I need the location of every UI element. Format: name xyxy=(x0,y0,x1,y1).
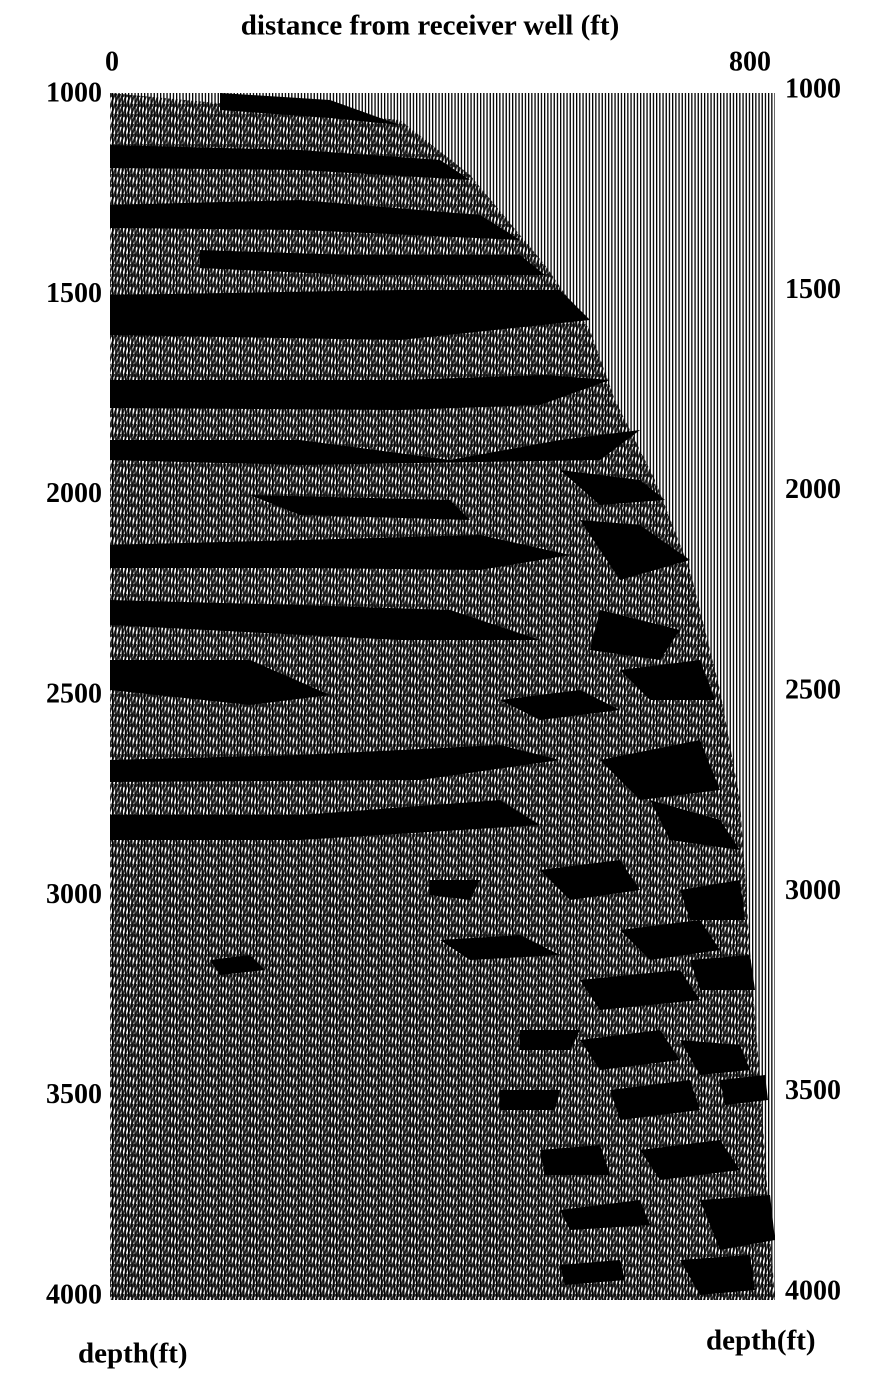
y-tick-label-right: 1000 xyxy=(785,73,841,104)
y-tick-label-left: 1500 xyxy=(46,278,102,309)
y-tick-label-left: 1000 xyxy=(46,77,102,108)
left-axis-label: depth(ft) xyxy=(78,1338,188,1370)
figure: distance from receiver well (ft) xyxy=(0,0,882,1374)
y-tick-label-left: 3500 xyxy=(46,1079,102,1110)
y-tick-label-right: 2000 xyxy=(785,474,841,505)
y-tick-label-left: 3000 xyxy=(46,879,102,910)
x-tick-label: 0 xyxy=(105,46,119,77)
y-tick-label-right: 4000 xyxy=(785,1275,841,1306)
y-tick-label-right: 3000 xyxy=(785,875,841,906)
seismic-section xyxy=(110,93,775,1300)
figure-title: distance from receiver well (ft) xyxy=(241,10,619,42)
x-tick-label: 800 xyxy=(729,46,771,77)
right-axis-label: depth(ft) xyxy=(706,1325,816,1357)
y-tick-label-right: 2500 xyxy=(785,674,841,705)
y-tick-label-left: 2000 xyxy=(46,478,102,509)
y-tick-label-right: 1500 xyxy=(785,274,841,305)
y-tick-label-left: 4000 xyxy=(46,1279,102,1310)
y-tick-label-right: 3500 xyxy=(785,1075,841,1106)
y-tick-label-left: 2500 xyxy=(46,678,102,709)
